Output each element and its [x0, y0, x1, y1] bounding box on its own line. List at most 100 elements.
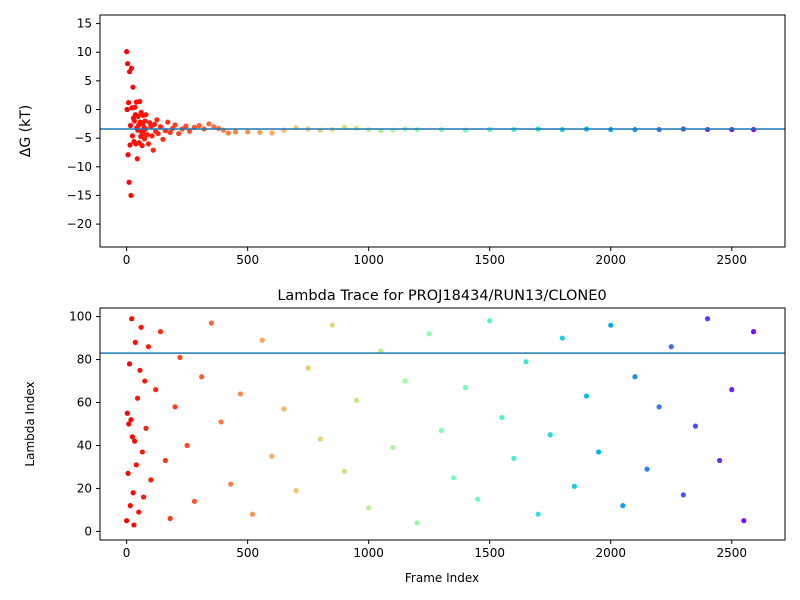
lambda-point [129, 434, 136, 440]
delta-g-y-tick-label: −5 [74, 131, 92, 145]
delta-g-y-ticks: 15 10 5 0 −5 −10 −15 −20 [67, 17, 100, 231]
lambda-point [132, 339, 138, 345]
delta-g-axes-frame [99, 14, 786, 248]
delta-g-point [172, 122, 178, 128]
delta-g-point [142, 118, 148, 124]
delta-g-y-tick-label: 5 [84, 74, 92, 88]
lambda-x-tick-label: 2500 [716, 546, 747, 560]
delta-g-y-tick-label: 0 [84, 103, 92, 117]
lambda-point [131, 522, 137, 528]
lambda-point [157, 329, 164, 335]
lambda-y-ticks: 0 20 40 60 80 100 [69, 310, 100, 538]
lambda-point [438, 427, 444, 434]
delta-g-y-tick-label: 15 [77, 17, 92, 31]
delta-g-x-tick-label: 1000 [353, 253, 384, 267]
delta-g-point [176, 130, 182, 137]
lambda-point [148, 477, 154, 483]
lambda-x-axis-label: Frame Index [405, 571, 479, 585]
lambda-point [208, 320, 214, 326]
lambda-point [134, 395, 141, 401]
lambda-y-tick-label: 20 [77, 481, 92, 495]
delta-g-point [126, 179, 132, 185]
delta-g-point [245, 129, 251, 135]
lambda-point [644, 466, 650, 472]
delta-g-point [147, 120, 153, 126]
lambda-point [329, 322, 335, 328]
lambda-y-tick-label: 100 [69, 310, 92, 324]
lambda-point [281, 406, 287, 412]
lambda-point [305, 365, 311, 371]
lambda-point [559, 335, 565, 341]
lambda-point [143, 425, 149, 431]
delta-g-point [196, 122, 202, 129]
delta-g-x-tick-label: 1500 [474, 253, 505, 267]
delta-g-point [269, 130, 275, 136]
lambda-point [133, 462, 139, 468]
lambda-point [218, 419, 224, 425]
delta-g-y-tick-label: −10 [67, 160, 92, 174]
delta-g-point [128, 65, 135, 71]
lambda-point [402, 378, 408, 384]
lambda-point [741, 518, 747, 524]
lambda-point [137, 367, 143, 373]
lambda-x-tick-label: 1500 [474, 546, 505, 560]
delta-g-point [165, 119, 171, 125]
delta-g-point [124, 106, 130, 113]
delta-g-point [186, 128, 193, 134]
delta-g-y-tick-label: 10 [77, 45, 92, 59]
lambda-x-tick-label: 500 [236, 546, 259, 560]
lambda-y-tick-label: 60 [77, 396, 92, 410]
delta-g-point [155, 130, 161, 137]
lambda-point [129, 316, 135, 322]
lambda-point [426, 331, 432, 337]
lambda-point [153, 387, 159, 393]
delta-g-point [160, 136, 166, 142]
lambda-point [547, 432, 553, 438]
delta-g-y-axis-label: ΔG (kT) [18, 105, 34, 157]
lambda-point [139, 449, 145, 455]
delta-g-point [134, 156, 140, 162]
lambda-point [142, 378, 148, 384]
delta-g-point [183, 123, 189, 129]
lambda-point [475, 496, 481, 502]
lambda-point [132, 438, 138, 444]
lambda-point [140, 494, 147, 500]
lambda-point [145, 344, 152, 350]
lambda-y-tick-label: 40 [77, 438, 92, 452]
lambda-point [138, 324, 144, 330]
lambda-point [596, 449, 602, 455]
delta-g-point [143, 112, 149, 118]
delta-g-point [157, 124, 164, 130]
lambda-point [668, 344, 674, 350]
delta-g-point [145, 141, 152, 147]
lambda-point [353, 397, 360, 403]
delta-g-point [125, 152, 131, 158]
lambda-point [228, 481, 234, 487]
delta-g-point [132, 104, 138, 110]
lambda-point [378, 348, 384, 354]
delta-g-y-tick-label: −15 [67, 188, 92, 202]
lambda-plot-area [100, 308, 785, 540]
lambda-point [199, 374, 205, 380]
lambda-x-ticks: 0 500 1000 1500 2000 2500 [123, 540, 747, 560]
delta-g-point [232, 129, 239, 135]
delta-g-x-tick-label: 0 [123, 253, 131, 267]
lambda-point [656, 404, 662, 410]
lambda-point [704, 316, 711, 322]
lambda-x-tick-label: 0 [123, 546, 131, 560]
lambda-point [317, 436, 323, 442]
delta-g-point [137, 98, 143, 105]
delta-g-x-ticks: 0 500 1000 1500 2000 2500 [123, 247, 747, 267]
lambda-point [523, 359, 529, 365]
lambda-point [136, 509, 142, 515]
lambda-point [608, 322, 614, 328]
delta-g-point [129, 133, 136, 139]
delta-g-point [124, 61, 131, 67]
delta-g-point [139, 143, 145, 149]
lambda-point [750, 329, 757, 335]
lambda-point [130, 490, 136, 496]
lambda-point [269, 453, 275, 459]
lambda-point [487, 318, 493, 324]
delta-g-point [141, 136, 148, 142]
lambda-point [620, 503, 626, 509]
